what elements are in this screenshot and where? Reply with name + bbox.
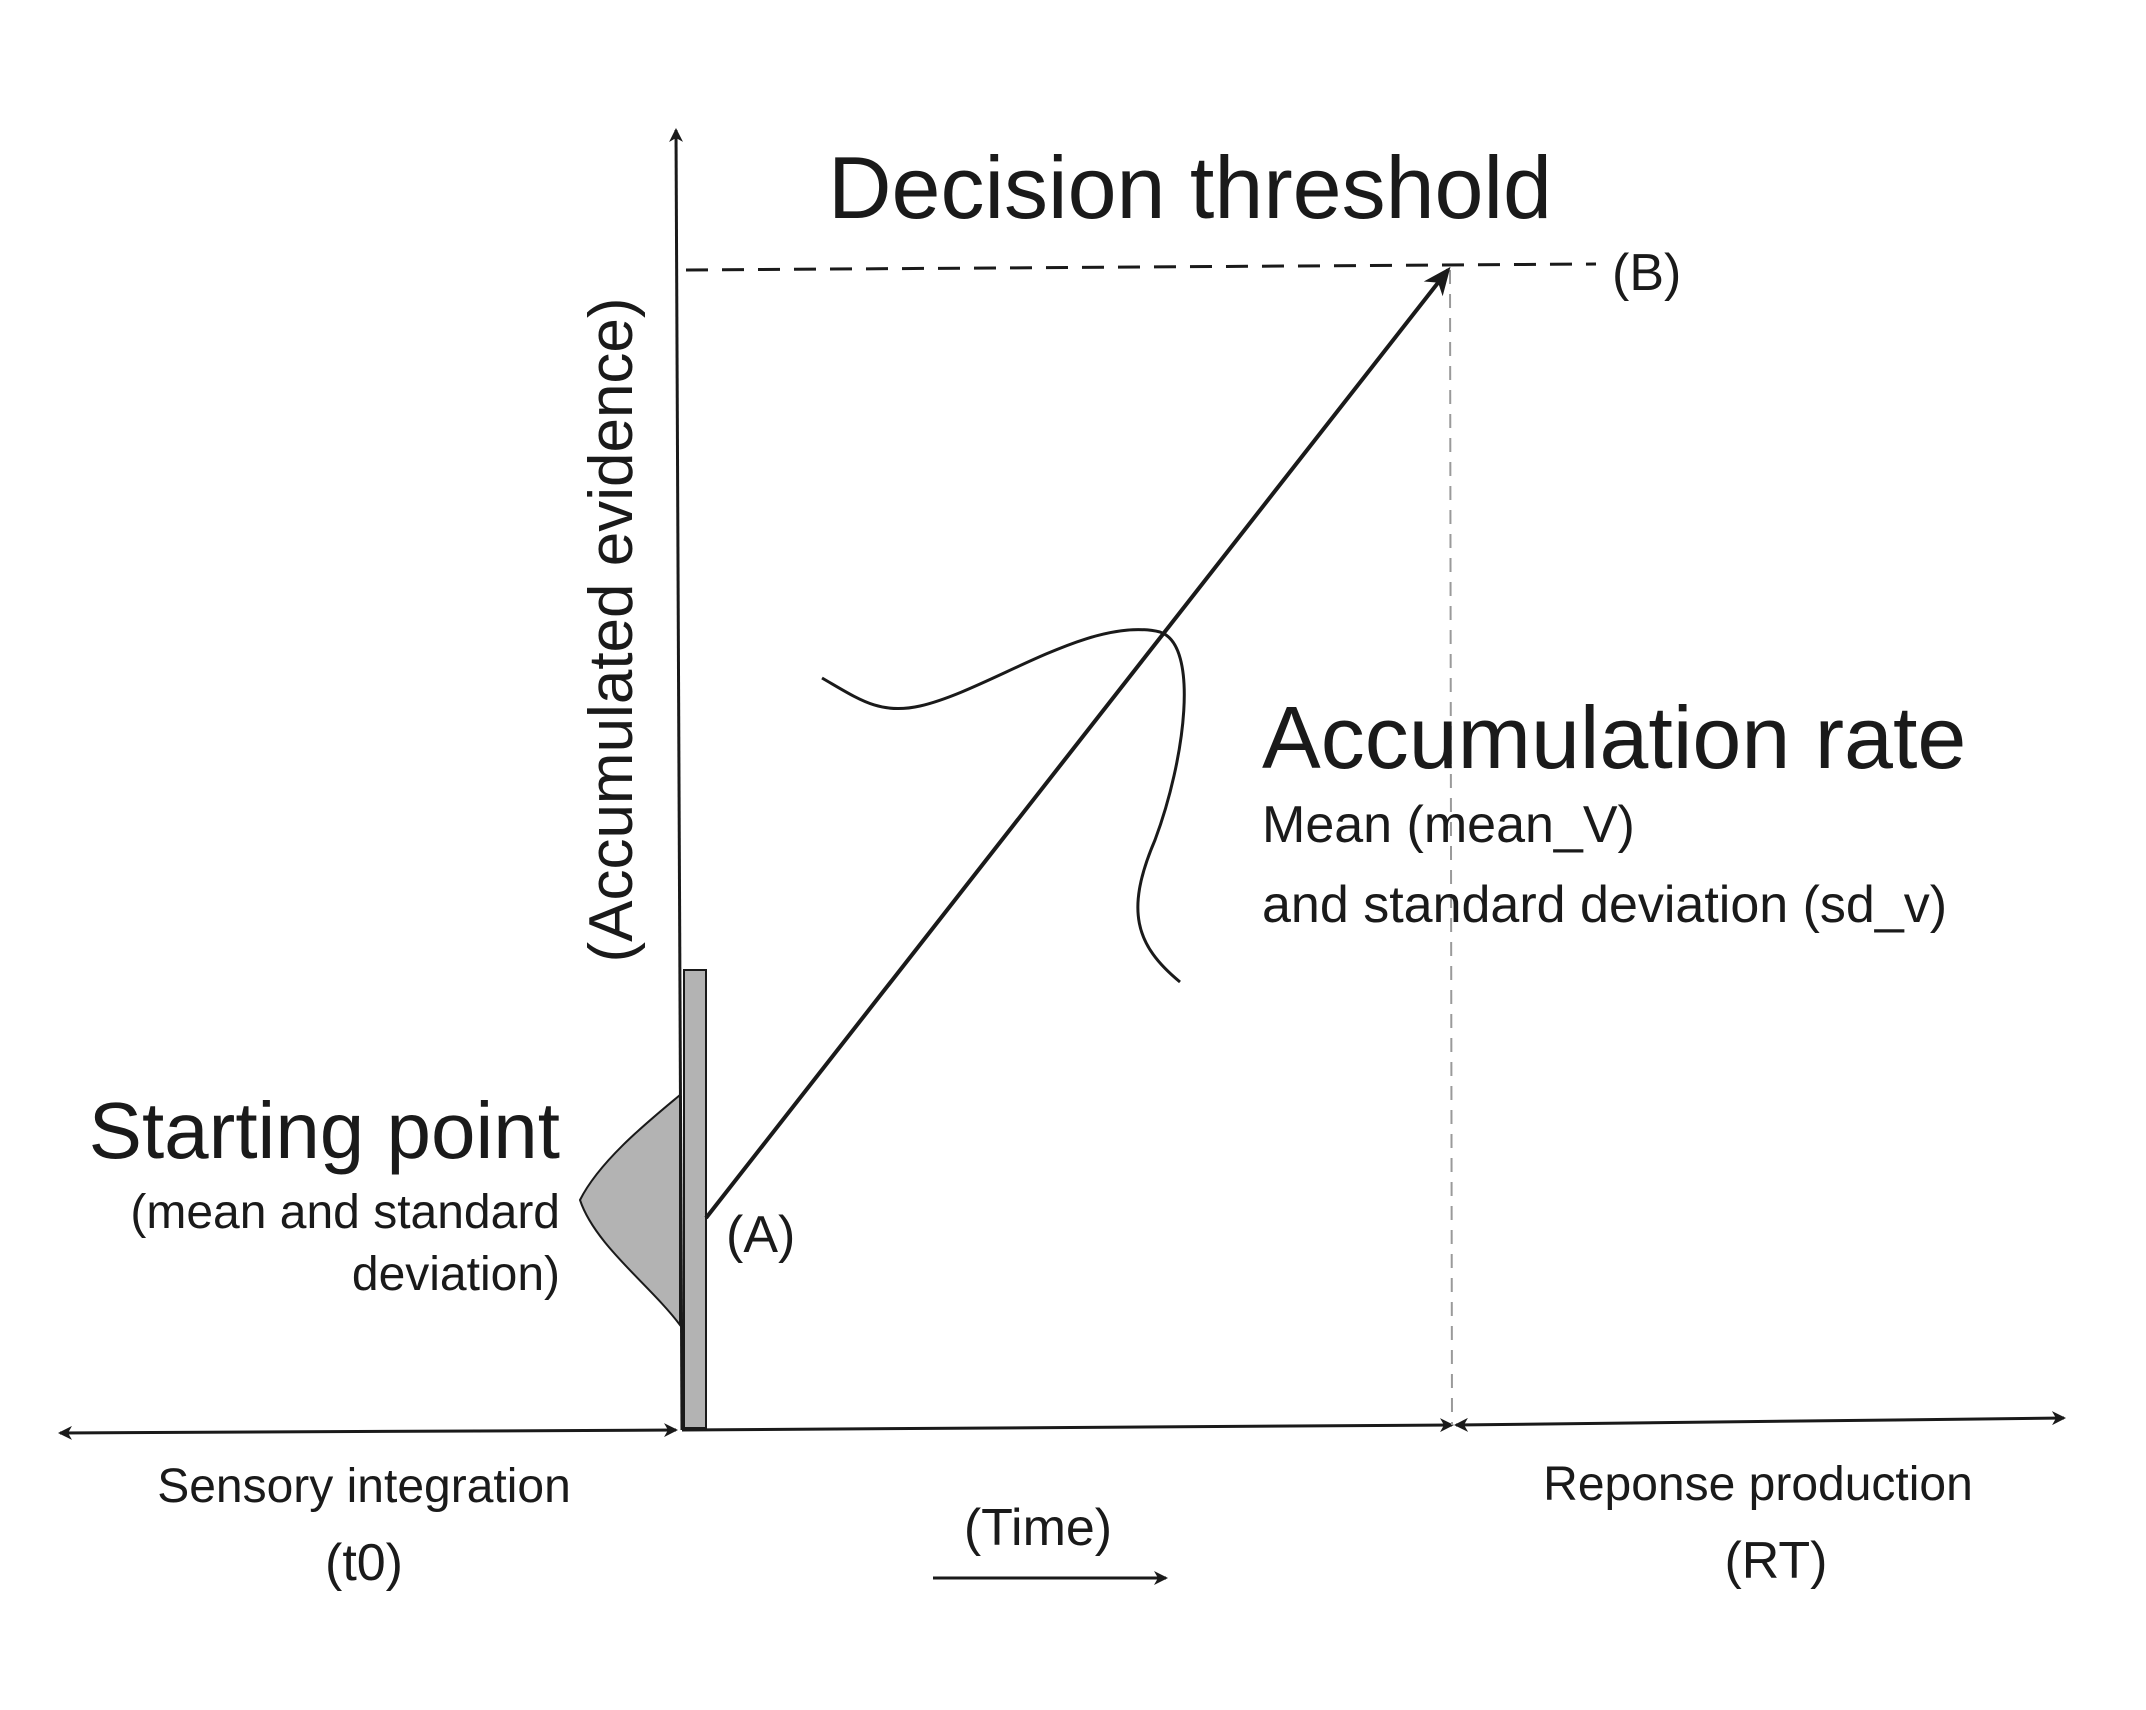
response-production-arrow <box>1454 1411 2066 1432</box>
sensory-integration-symbol: (t0) <box>325 1534 403 1592</box>
decision-threshold-label: Decision threshold <box>828 138 1552 237</box>
response-production-label: Reponse production <box>1543 1458 1973 1511</box>
starting-point-bar <box>683 969 707 1429</box>
starting-point-distribution <box>578 1092 681 1328</box>
rt-guide-line <box>1449 269 1453 1426</box>
sensory-integration-label: Sensory integration <box>157 1460 571 1513</box>
accumulation-rate-sd: and standard deviation (sd_v) <box>1262 876 1947 934</box>
response-production-symbol: (RT) <box>1724 1532 1827 1590</box>
point-a-label: (A) <box>726 1206 795 1264</box>
time-label: (Time) <box>964 1499 1112 1557</box>
point-b-label: (B) <box>1612 244 1681 302</box>
sensory-integration-arrow <box>58 1423 678 1440</box>
accumulation-rate-title: Accumulation rate <box>1262 688 1966 787</box>
y-axis <box>669 128 684 1431</box>
starting-point-title: Starting point <box>89 1086 560 1175</box>
y-axis-label: (Accumulated evidence) <box>577 297 646 962</box>
starting-point-subtitle-1: (mean and standard <box>130 1186 560 1239</box>
accumulation-rate-distribution <box>821 628 1186 984</box>
x-axis <box>681 1418 1454 1433</box>
decision-threshold-line <box>685 262 1597 272</box>
accumulation-rate-mean: Mean (mean_V) <box>1262 796 1635 854</box>
starting-point-subtitle-2: deviation) <box>352 1248 560 1301</box>
accumulation-path-arrow <box>704 266 1451 1220</box>
